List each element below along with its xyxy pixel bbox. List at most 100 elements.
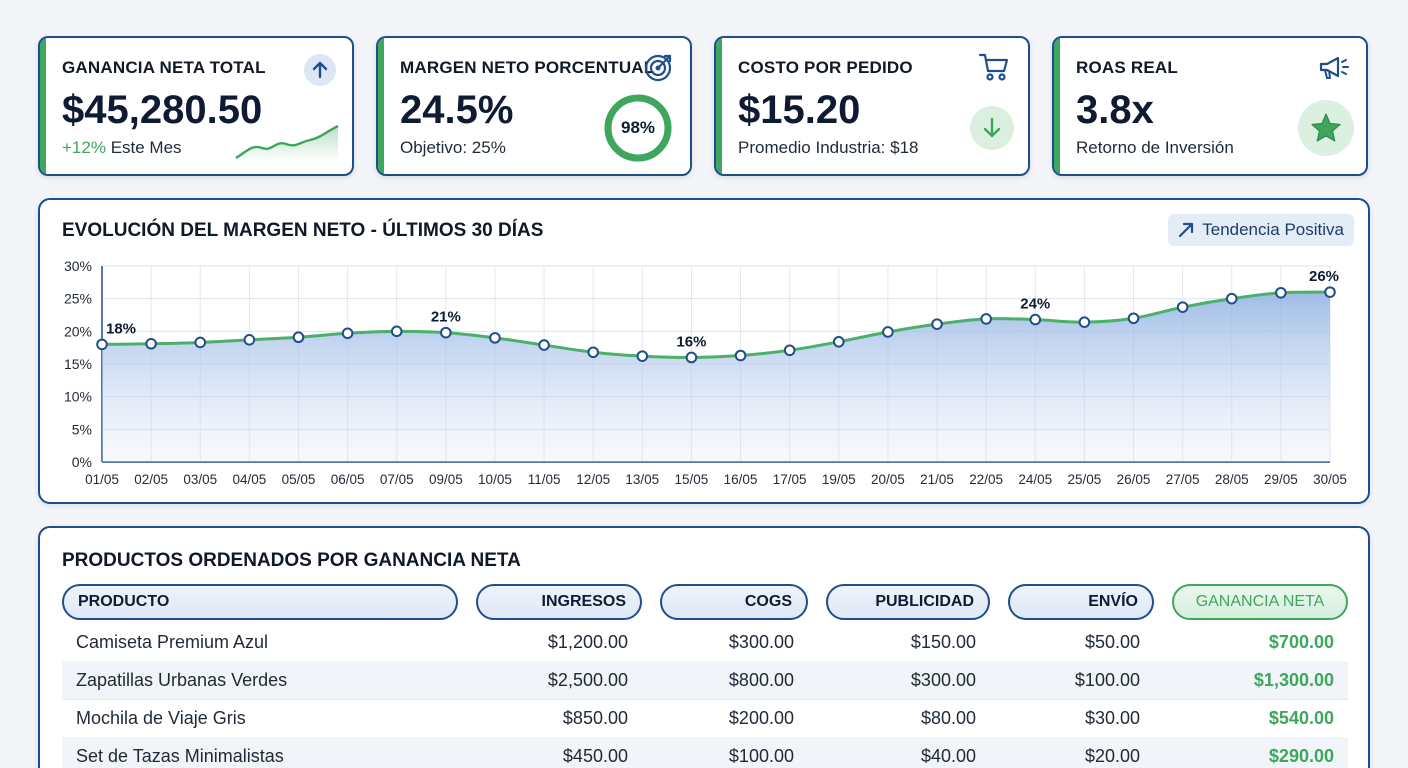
arrow-down-icon xyxy=(970,106,1014,155)
ingresos-value: $850.00 xyxy=(562,708,628,728)
ingresos-value: $2,500.00 xyxy=(547,670,628,690)
data-point xyxy=(636,350,649,362)
product-name: Zapatillas Urbanas Verdes xyxy=(76,670,288,690)
data-point xyxy=(833,335,845,348)
column-header-cogs[interactable]: COGS xyxy=(660,584,808,620)
x-tick-label: 04/05 xyxy=(232,472,266,487)
kpi-change: +12% xyxy=(62,138,106,157)
envio-value: $30.00 xyxy=(1084,708,1140,728)
data-point xyxy=(390,325,403,338)
y-tick-label: 25% xyxy=(64,291,92,307)
ganancia-neta-value: $290.00 xyxy=(1268,746,1334,766)
data-point xyxy=(882,326,894,338)
data-point xyxy=(292,331,305,344)
x-tick-label: 20/05 xyxy=(871,472,905,487)
kpi-card-ganancia-neta: GANANCIA NETA TOTAL $45,280.50 +12% Este… xyxy=(38,36,354,176)
x-tick-label: 10/05 xyxy=(478,472,512,487)
data-label: 21% xyxy=(431,309,461,326)
arrow-up-icon xyxy=(304,54,336,91)
kpi-title: MARGEN NETO PORCENTUAL xyxy=(400,58,655,77)
data-point xyxy=(1176,301,1189,313)
gauge-ring: 98% xyxy=(602,92,674,164)
kpi-description: Retorno de Inversión xyxy=(1076,138,1234,157)
table-title: PRODUCTOS ORDENADOS POR GANANCIA NETA xyxy=(62,550,521,571)
x-tick-label: 16/05 xyxy=(724,472,758,487)
data-point xyxy=(1127,312,1140,325)
x-tick-label: 17/05 xyxy=(773,472,807,487)
data-point xyxy=(341,327,354,340)
envio-value: $100.00 xyxy=(1074,670,1140,690)
x-tick-label: 19/05 xyxy=(822,472,856,487)
ganancia-neta-value: $540.00 xyxy=(1268,708,1334,728)
column-header-ganancia-neta[interactable]: GANANCIA NETA xyxy=(1172,584,1348,620)
product-name: Mochila de Viaje Gris xyxy=(76,708,246,728)
data-point xyxy=(1275,286,1287,299)
data-point xyxy=(145,337,157,350)
data-point xyxy=(96,338,108,351)
table-row[interactable]: Camiseta Premium Azul $1,200.00 $300.00 $15… xyxy=(62,623,1348,661)
y-tick-label: 10% xyxy=(64,389,92,405)
data-point xyxy=(587,346,600,359)
data-label: 24% xyxy=(1020,296,1050,313)
x-tick-label: 11/05 xyxy=(528,472,561,487)
envio-value: $50.00 xyxy=(1084,632,1140,652)
x-tick-label: 12/05 xyxy=(576,472,610,487)
publicidad-value: $300.00 xyxy=(910,670,976,690)
x-tick-label: 29/05 xyxy=(1264,472,1298,487)
table-row[interactable]: Zapatillas Urbanas Verdes $2,500.00 $800.0… xyxy=(62,661,1348,699)
kpi-value: 24.5% xyxy=(400,88,514,132)
data-point xyxy=(489,332,501,344)
x-tick-label: 26/05 xyxy=(1117,472,1151,487)
ingresos-value: $1,200.00 xyxy=(547,632,628,652)
margin-area-chart: 0% 5% 10% 15% 20% 25% 30% 01/05 02/05 03/05 04/05 0… xyxy=(64,258,1347,487)
column-header-ingresos[interactable]: INGRESOS xyxy=(476,584,642,620)
kpi-card-costo-pedido: COSTO POR PEDIDO $15.20 Promedio Industr… xyxy=(714,36,1030,176)
x-tick-label: 06/05 xyxy=(331,472,365,487)
chart-title: EVOLUCIÓN DEL MARGEN NETO - ÚLTIMOS 30 D… xyxy=(62,220,544,241)
row-divider xyxy=(62,699,1348,700)
trend-badge-label: Tendencia Positiva xyxy=(1202,220,1344,239)
x-tick-label: 27/05 xyxy=(1166,472,1200,487)
target-icon xyxy=(644,52,674,87)
x-tick-label: 24/05 xyxy=(1018,472,1052,487)
column-header-envio[interactable]: ENVÍO xyxy=(1008,584,1154,620)
cogs-value: $200.00 xyxy=(728,708,794,728)
kpi-value: 3.8x xyxy=(1076,88,1154,132)
y-tick-label: 30% xyxy=(64,258,92,274)
kpi-title: COSTO POR PEDIDO xyxy=(738,58,913,77)
x-tick-label: 13/05 xyxy=(625,472,659,487)
kpi-card-margen-neto: MARGEN NETO PORCENTUAL 24.5% Objetivo: 2… xyxy=(376,36,692,176)
trend-arrow-icon xyxy=(1179,222,1194,238)
column-header-producto[interactable]: PRODUCTO xyxy=(62,584,458,620)
product-name: Camiseta Premium Azul xyxy=(76,632,269,652)
table-row[interactable]: Mochila de Viaje Gris $850.00 $200.00 $80.0… xyxy=(62,699,1348,737)
data-point xyxy=(931,318,943,330)
x-tick-label: 01/05 xyxy=(85,472,119,487)
x-tick-label: 07/05 xyxy=(380,472,414,487)
x-tick-label: 30/05 xyxy=(1313,472,1347,487)
y-tick-label: 0% xyxy=(72,454,92,470)
kpi-target: Objetivo: 25% xyxy=(400,138,506,157)
data-point xyxy=(980,313,992,325)
column-header-publicidad[interactable]: PUBLICIDAD xyxy=(826,584,990,620)
trend-badge: Tendencia Positiva xyxy=(1168,214,1354,246)
data-label: 16% xyxy=(676,333,706,350)
publicidad-value: $40.00 xyxy=(920,746,976,766)
cogs-value: $100.00 xyxy=(728,746,794,766)
data-point xyxy=(243,334,256,346)
cogs-value: $300.00 xyxy=(728,632,794,652)
data-point xyxy=(1324,286,1336,298)
ganancia-neta-value: $1,300.00 xyxy=(1253,670,1334,690)
gauge-label: 98% xyxy=(620,118,656,137)
y-tick-label: 5% xyxy=(72,421,92,437)
cart-icon xyxy=(978,52,1010,87)
x-tick-label: 03/05 xyxy=(183,472,217,487)
x-tick-label: 15/05 xyxy=(675,472,709,487)
margin-area xyxy=(102,292,1330,462)
data-point xyxy=(1029,313,1042,326)
y-tick-label: 20% xyxy=(64,323,92,339)
envio-value: $20.00 xyxy=(1084,746,1140,766)
x-tick-label: 09/05 xyxy=(429,472,463,487)
table-row[interactable]: Set de Tazas Minimalistas $450.00 $100.00 $… xyxy=(62,737,1348,768)
data-label: 18% xyxy=(106,320,136,337)
